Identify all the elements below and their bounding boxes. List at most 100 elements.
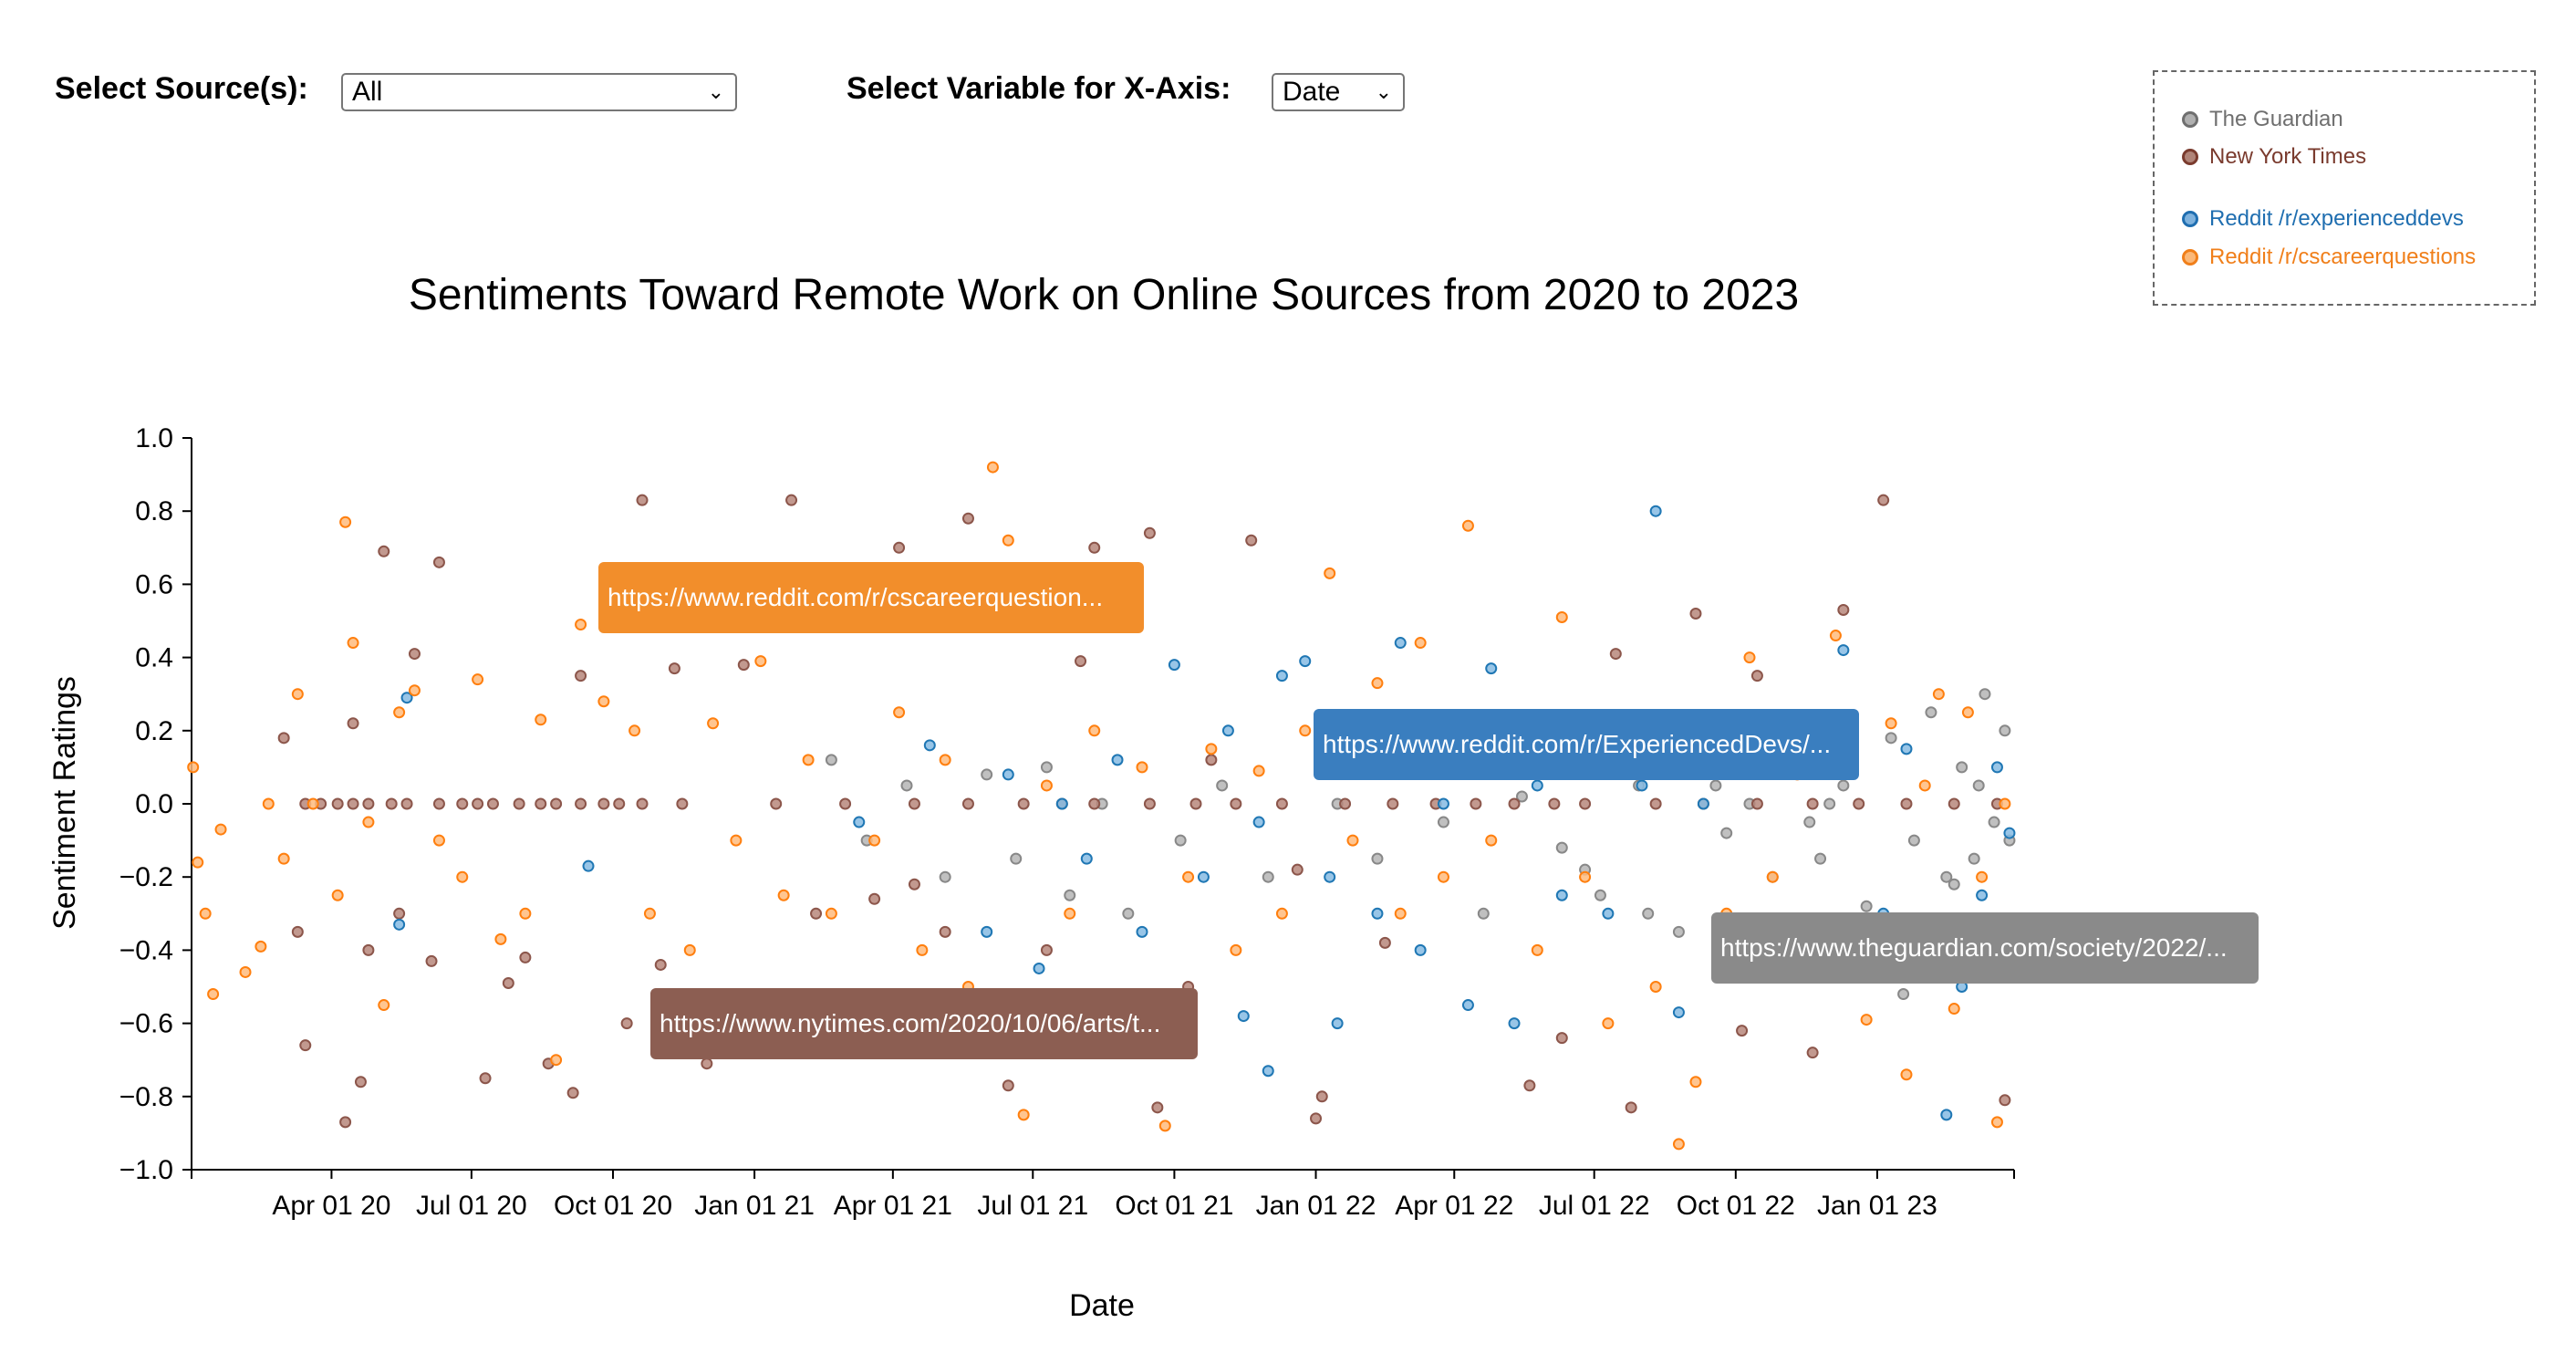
data-point: [1531, 943, 1543, 956]
data-point: [1064, 889, 1076, 901]
data-point: [519, 907, 532, 920]
legend-marker-icon: [2182, 211, 2198, 227]
data-point: [339, 516, 352, 528]
data-point: [1371, 677, 1384, 690]
data-point: [1088, 724, 1101, 737]
data-point: [385, 797, 398, 810]
data-point: [575, 797, 587, 810]
tooltip-reddit-experienceddevs[interactable]: https://www.reddit.com/r/ExperiencedDevs…: [1314, 709, 1859, 780]
data-point: [1900, 743, 1913, 755]
data-point: [1523, 1079, 1536, 1092]
data-point: [1642, 907, 1655, 920]
data-point: [683, 943, 696, 956]
data-point: [1990, 761, 2003, 774]
data-point: [362, 797, 375, 810]
data-point: [923, 739, 936, 752]
data-point: [1579, 870, 1592, 883]
data-point: [1080, 852, 1093, 865]
data-point: [550, 1054, 563, 1067]
data-point: [961, 797, 974, 810]
data-point: [1829, 630, 1842, 642]
data-point: [1275, 907, 1288, 920]
data-point: [730, 834, 743, 847]
data-point: [737, 659, 750, 672]
x-tick-label: Jan 01 21: [694, 1191, 815, 1221]
data-point: [254, 940, 267, 953]
chart-points: [187, 461, 2016, 1151]
x-tick-label: Jul 01 20: [416, 1191, 527, 1221]
data-point: [893, 541, 906, 554]
data-point: [1002, 1079, 1014, 1092]
data-point: [432, 834, 445, 847]
data-point: [1477, 907, 1490, 920]
x-tick-label: Oct 01 22: [1677, 1191, 1795, 1221]
data-point: [513, 797, 525, 810]
data-point: [239, 965, 252, 978]
source-select[interactable]: All ⌄: [341, 73, 737, 111]
data-point: [1205, 743, 1218, 755]
data-point: [207, 988, 220, 1001]
data-point: [393, 706, 406, 719]
data-point: [1387, 797, 1399, 810]
legend-item-experienceddevs[interactable]: Reddit /r/experienceddevs: [2182, 206, 2464, 232]
data-point: [575, 670, 587, 682]
data-point: [1275, 797, 1288, 810]
data-point: [893, 706, 906, 719]
legend-item-cscareerquestions[interactable]: Reddit /r/cscareerquestions: [2182, 245, 2476, 270]
data-point: [199, 907, 212, 920]
tooltip-nyt[interactable]: https://www.nytimes.com/2020/10/06/arts/…: [650, 988, 1198, 1059]
data-point: [1064, 907, 1076, 920]
data-point: [1602, 907, 1615, 920]
data-point: [1948, 797, 1960, 810]
data-point: [339, 1116, 352, 1129]
data-point: [187, 761, 200, 774]
legend-item-nyt[interactable]: New York Times: [2182, 144, 2366, 170]
data-point: [1649, 981, 1662, 993]
y-tick-label: 0.8: [135, 496, 173, 526]
y-tick-label: 0.0: [135, 789, 173, 819]
data-point: [668, 662, 680, 675]
data-point: [1291, 863, 1304, 876]
tooltip-guardian[interactable]: https://www.theguardian.com/society/2022…: [1711, 912, 2259, 984]
tooltip-reddit-cscareerquestions[interactable]: https://www.reddit.com/r/cscareerquestio…: [598, 562, 1144, 633]
legend-marker-icon: [2182, 249, 2198, 266]
data-point: [1371, 907, 1384, 920]
data-point: [986, 461, 999, 474]
legend-item-guardian[interactable]: The Guardian: [2182, 107, 2343, 132]
data-point: [1976, 889, 1989, 901]
chevron-down-icon: ⌄: [1375, 80, 1392, 103]
data-point: [299, 1039, 312, 1052]
data-point: [306, 797, 319, 810]
data-point: [868, 834, 881, 847]
data-point: [1979, 688, 1991, 701]
data-point: [1394, 637, 1407, 650]
data-point: [1709, 779, 1722, 792]
data-point: [582, 859, 595, 872]
data-point: [825, 907, 837, 920]
data-point: [1999, 724, 2011, 737]
data-point: [1017, 1109, 1030, 1121]
data-point: [1803, 816, 1816, 828]
data-point: [1485, 834, 1498, 847]
data-point: [825, 754, 837, 766]
data-point: [1040, 779, 1053, 792]
data-point: [1932, 688, 1945, 701]
y-tick-label: 1.0: [135, 423, 173, 453]
data-point: [1594, 889, 1606, 901]
xaxis-select[interactable]: Date ⌄: [1272, 73, 1405, 111]
data-point: [613, 797, 626, 810]
data-point: [1860, 1014, 1873, 1026]
data-point: [1579, 797, 1592, 810]
data-point: [1122, 907, 1135, 920]
x-tick-label: Jan 01 23: [1817, 1191, 1937, 1221]
data-point: [1151, 1101, 1164, 1114]
chevron-down-icon: ⌄: [707, 80, 724, 103]
data-point: [425, 954, 438, 967]
data-point: [1299, 724, 1312, 737]
data-point: [1088, 797, 1101, 810]
data-point: [1508, 797, 1521, 810]
data-point: [1961, 706, 1974, 719]
data-point: [362, 943, 375, 956]
data-point: [981, 925, 993, 938]
data-point: [1040, 761, 1053, 774]
